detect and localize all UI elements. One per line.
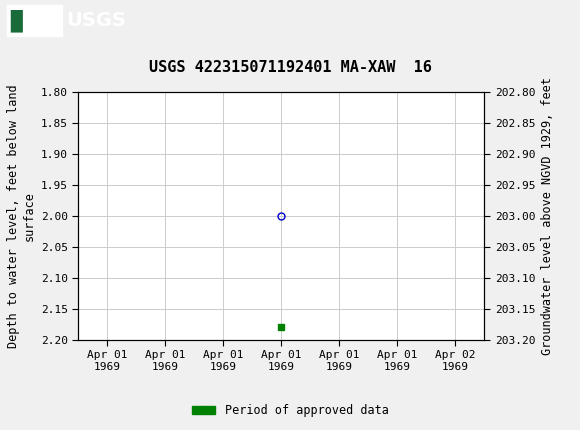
Y-axis label: Groundwater level above NGVD 1929, feet: Groundwater level above NGVD 1929, feet (541, 77, 554, 355)
Legend: Period of approved data: Period of approved data (187, 399, 393, 422)
FancyBboxPatch shape (7, 5, 62, 36)
Text: █: █ (10, 9, 21, 32)
Text: USGS 422315071192401 MA-XAW  16: USGS 422315071192401 MA-XAW 16 (148, 60, 432, 75)
Text: USGS: USGS (67, 11, 126, 30)
Y-axis label: Depth to water level, feet below land
surface: Depth to water level, feet below land su… (8, 84, 35, 348)
